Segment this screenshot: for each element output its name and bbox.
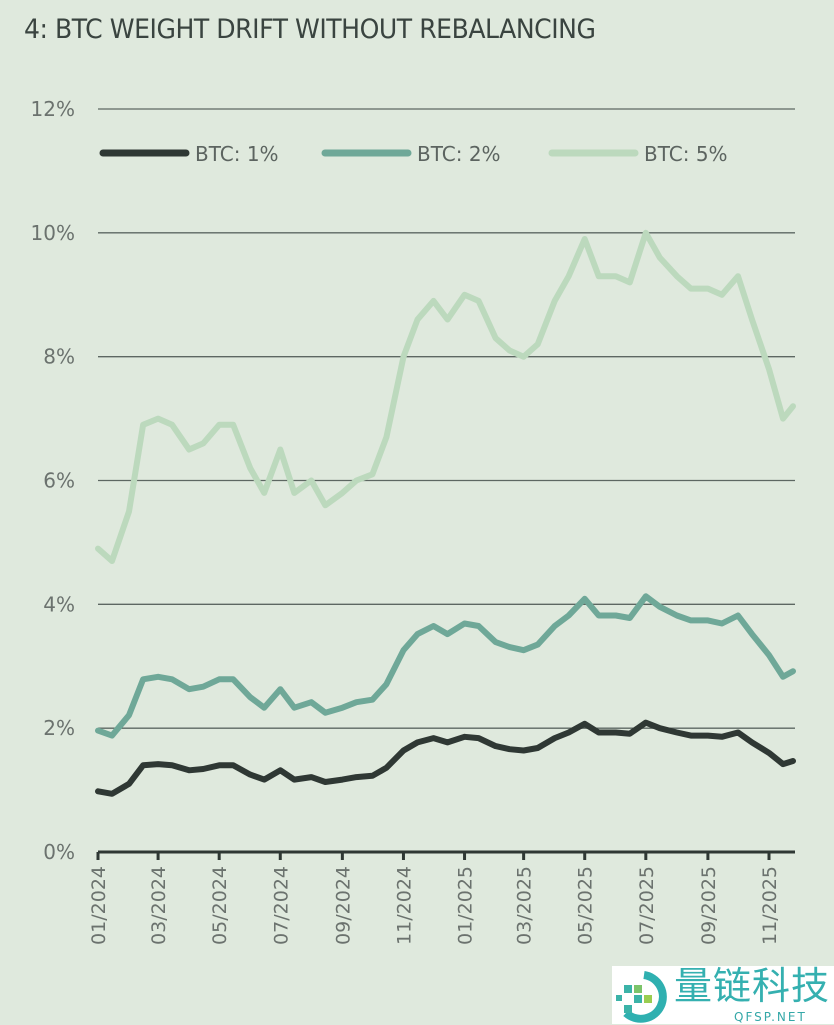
x-tick-label: 11/2024 xyxy=(393,866,415,945)
x-tick-label: 11/2025 xyxy=(759,866,781,945)
x-tick-label: 03/2024 xyxy=(148,866,170,945)
series-line-btc5 xyxy=(98,233,793,561)
legend-label: BTC: 5% xyxy=(644,142,728,166)
y-tick-label: 2% xyxy=(43,716,75,740)
x-tick-label: 03/2025 xyxy=(514,866,536,945)
y-tick-label: 10% xyxy=(31,221,75,245)
watermark-logo-icon xyxy=(614,967,674,1025)
x-tick-label: 07/2025 xyxy=(636,866,658,945)
x-tick-label: 09/2025 xyxy=(698,866,720,945)
y-tick-label: 6% xyxy=(43,469,75,493)
series-line-btc2 xyxy=(98,596,793,735)
x-tick-label: 07/2024 xyxy=(270,866,292,945)
watermark-logo: 量链科技 QFSP.NET xyxy=(612,966,834,1024)
x-tick-label: 09/2024 xyxy=(332,866,354,945)
legend-label: BTC: 2% xyxy=(417,142,501,166)
x-tick-label: 05/2025 xyxy=(575,866,597,945)
legend-label: BTC: 1% xyxy=(195,142,279,166)
x-tick-label: 05/2024 xyxy=(209,866,231,945)
y-tick-label: 8% xyxy=(43,345,75,369)
y-tick-label: 0% xyxy=(43,840,75,864)
x-tick-label: 01/2024 xyxy=(88,866,110,945)
y-tick-label: 4% xyxy=(43,592,75,616)
y-tick-label: 12% xyxy=(31,97,75,121)
series-line-btc1 xyxy=(98,723,793,794)
watermark-brand: 量链科技 xyxy=(674,966,830,1006)
watermark-site: QFSP.NET xyxy=(734,1010,807,1024)
x-tick-label: 01/2025 xyxy=(455,866,477,945)
